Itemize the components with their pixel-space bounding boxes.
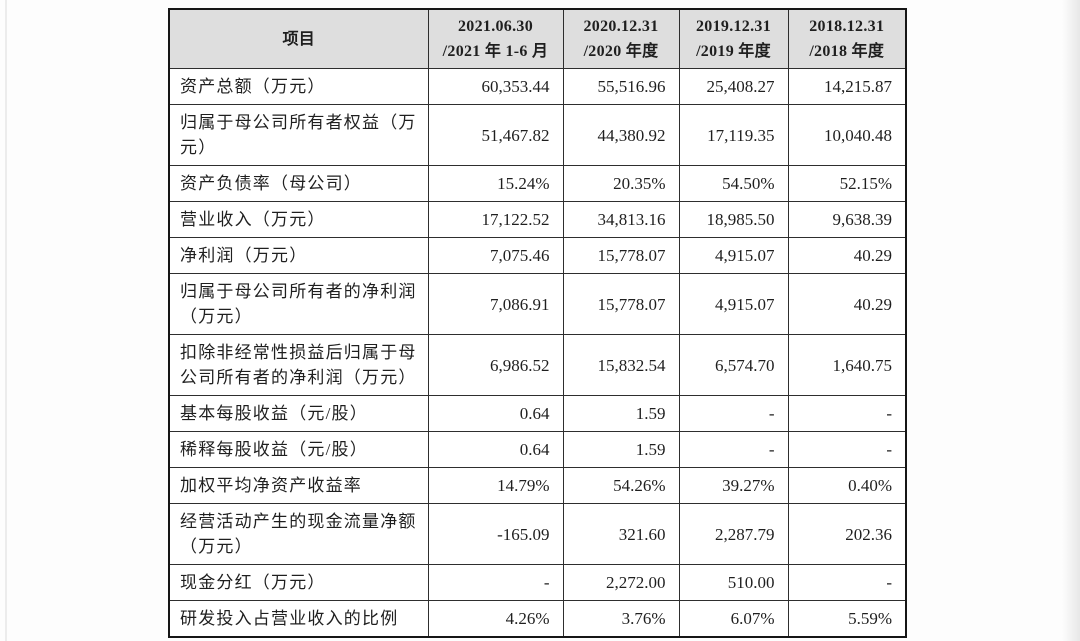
row-value: 202.36 [787,503,907,565]
row-value: 2,287.79 [678,503,789,565]
table-row: 净利润（万元） 7,075.46 15,778.07 4,915.07 40.29 [168,237,907,274]
row-value: - [787,564,907,601]
row-value: 15,778.07 [562,237,680,274]
row-value: 0.40% [787,467,907,504]
row-value: 4,915.07 [678,273,789,335]
row-label: 资产总额（万元） [168,68,429,105]
row-value: 4,915.07 [678,237,789,274]
row-value: 15.24% [427,165,564,202]
row-value: 14,215.87 [787,68,907,105]
row-value: 18,985.50 [678,201,789,238]
period-range: /2021 年 1-6 月 [442,43,549,60]
table-row: 经营活动产生的现金流量净额 （万元） -165.09 321.60 2,287.79 2… [168,503,907,565]
row-value: 44,380.92 [562,104,680,166]
period-date: 2019.12.31 [696,18,771,35]
table-row: 营业收入（万元） 17,122.52 34,813.16 18,985.50 9,638… [168,201,907,238]
row-value: 54.50% [678,165,789,202]
row-value: 0.64 [427,431,564,468]
row-label: 扣除非经常性损益后归属于母 公司所有者的净利润（万元） [168,334,429,396]
row-value: 14.79% [427,467,564,504]
page-right-edge-shadow [1062,0,1080,641]
row-value: 7,086.91 [427,273,564,335]
row-value: - [787,431,907,468]
row-value: 0.64 [427,395,564,432]
row-value: 17,122.52 [427,201,564,238]
row-value: - [678,431,789,468]
table-row: 归属于母公司所有者的净利润 （万元） 7,086.91 15,778.07 4,915… [168,273,907,335]
row-value: 7,075.46 [427,237,564,274]
row-label: 稀释每股收益（元/股） [168,431,429,468]
row-value: 5.59% [787,600,907,638]
row-value: - [787,395,907,432]
table-row: 加权平均净资产收益率 14.79% 54.26% 39.27% 0.40% [168,467,907,504]
row-label: 现金分红（万元） [168,564,429,601]
row-label: 资产负债率（母公司） [168,165,429,202]
table-header-row: 项目 2021.06.30 /2021 年 1-6 月 2020.12.31 /… [168,8,907,69]
row-value: 52.15% [787,165,907,202]
period-range: /2020 年度 [583,43,659,60]
row-label: 基本每股收益（元/股） [168,395,429,432]
row-value: 2,272.00 [562,564,680,601]
row-value: 6.07% [678,600,789,638]
row-value: - [427,564,564,601]
period-date: 2021.06.30 [458,18,533,35]
row-value: 1.59 [562,431,680,468]
row-value: 6,986.52 [427,334,564,396]
header-cell-period-2020: 2020.12.31 /2020 年度 [562,8,680,69]
table-row: 基本每股收益（元/股） 0.64 1.59- - [168,395,907,432]
row-value: 51,467.82 [427,104,564,166]
row-label: 归属于母公司所有者权益（万 元） [168,104,429,166]
row-value: 1,640.75 [787,334,907,396]
row-value: 510.00 [678,564,789,601]
row-value: 40.29 [787,237,907,274]
page-left-edge-line [5,0,7,641]
table-row: 稀释每股收益（元/股） 0.64 1.59- - [168,431,907,468]
row-value: 55,516.96 [562,68,680,105]
row-value: 4.26% [427,600,564,638]
period-range: /2019 年度 [696,43,771,60]
row-value: 10,040.48 [787,104,907,166]
row-label: 净利润（万元） [168,237,429,274]
row-label: 加权平均净资产收益率 [168,467,429,504]
row-value: 34,813.16 [562,201,680,238]
table-row: 资产总额（万元） 60,353.44 55,516.96 25,408.27 14,21… [168,68,907,105]
table-row: 资产负债率（母公司） 15.24% 20.35% 54.50% 52.15% [168,165,907,202]
row-value: 25,408.27 [678,68,789,105]
table-body: 资产总额（万元） 60,353.44 55,516.96 25,408.27 14,21… [168,68,907,638]
row-value: 6,574.70 [678,334,789,396]
period-date: 2020.12.31 [583,18,659,35]
table-row: 扣除非经常性损益后归属于母 公司所有者的净利润（万元） 6,986.52 15,83… [168,334,907,396]
header-cell-period-2019: 2019.12.31 /2019 年度 [678,8,789,69]
table-row: 研发投入占营业收入的比例 4.26% 3.76% 6.07% 5.59% [168,600,907,638]
period-date: 2018.12.31 [809,18,885,35]
row-label: 营业收入（万元） [168,201,429,238]
period-range: /2018 年度 [809,43,885,60]
row-label: 归属于母公司所有者的净利润 （万元） [168,273,429,335]
row-label: 经营活动产生的现金流量净额 （万元） [168,503,429,565]
row-value: 9,638.39 [787,201,907,238]
row-value: 39.27% [678,467,789,504]
header-cell-item: 项目 [168,8,429,69]
row-value: 3.76% [562,600,680,638]
row-label: 研发投入占营业收入的比例 [168,600,429,638]
row-value: 60,353.44 [427,68,564,105]
row-value: 40.29 [787,273,907,335]
financial-summary-table: 项目 2021.06.30 /2021 年 1-6 月 2020.12.31 /… [168,8,907,638]
row-value: 15,778.07 [562,273,680,335]
header-cell-period-2018: 2018.12.31 /2018 年度 [787,8,907,69]
row-value: 15,832.54 [562,334,680,396]
header-cell-period-2021: 2021.06.30 /2021 年 1-6 月 [427,8,564,69]
row-value: - [678,395,789,432]
table-row: 现金分红（万元） -2,272.00 510.00- [168,564,907,601]
row-value: 20.35% [562,165,680,202]
row-value: 1.59 [562,395,680,432]
row-value: 321.60 [562,503,680,565]
row-value: -165.09 [427,503,564,565]
table-row: 归属于母公司所有者权益（万 元） 51,467.82 44,380.92 17,119… [168,104,907,166]
row-value: 54.26% [562,467,680,504]
row-value: 17,119.35 [678,104,789,166]
